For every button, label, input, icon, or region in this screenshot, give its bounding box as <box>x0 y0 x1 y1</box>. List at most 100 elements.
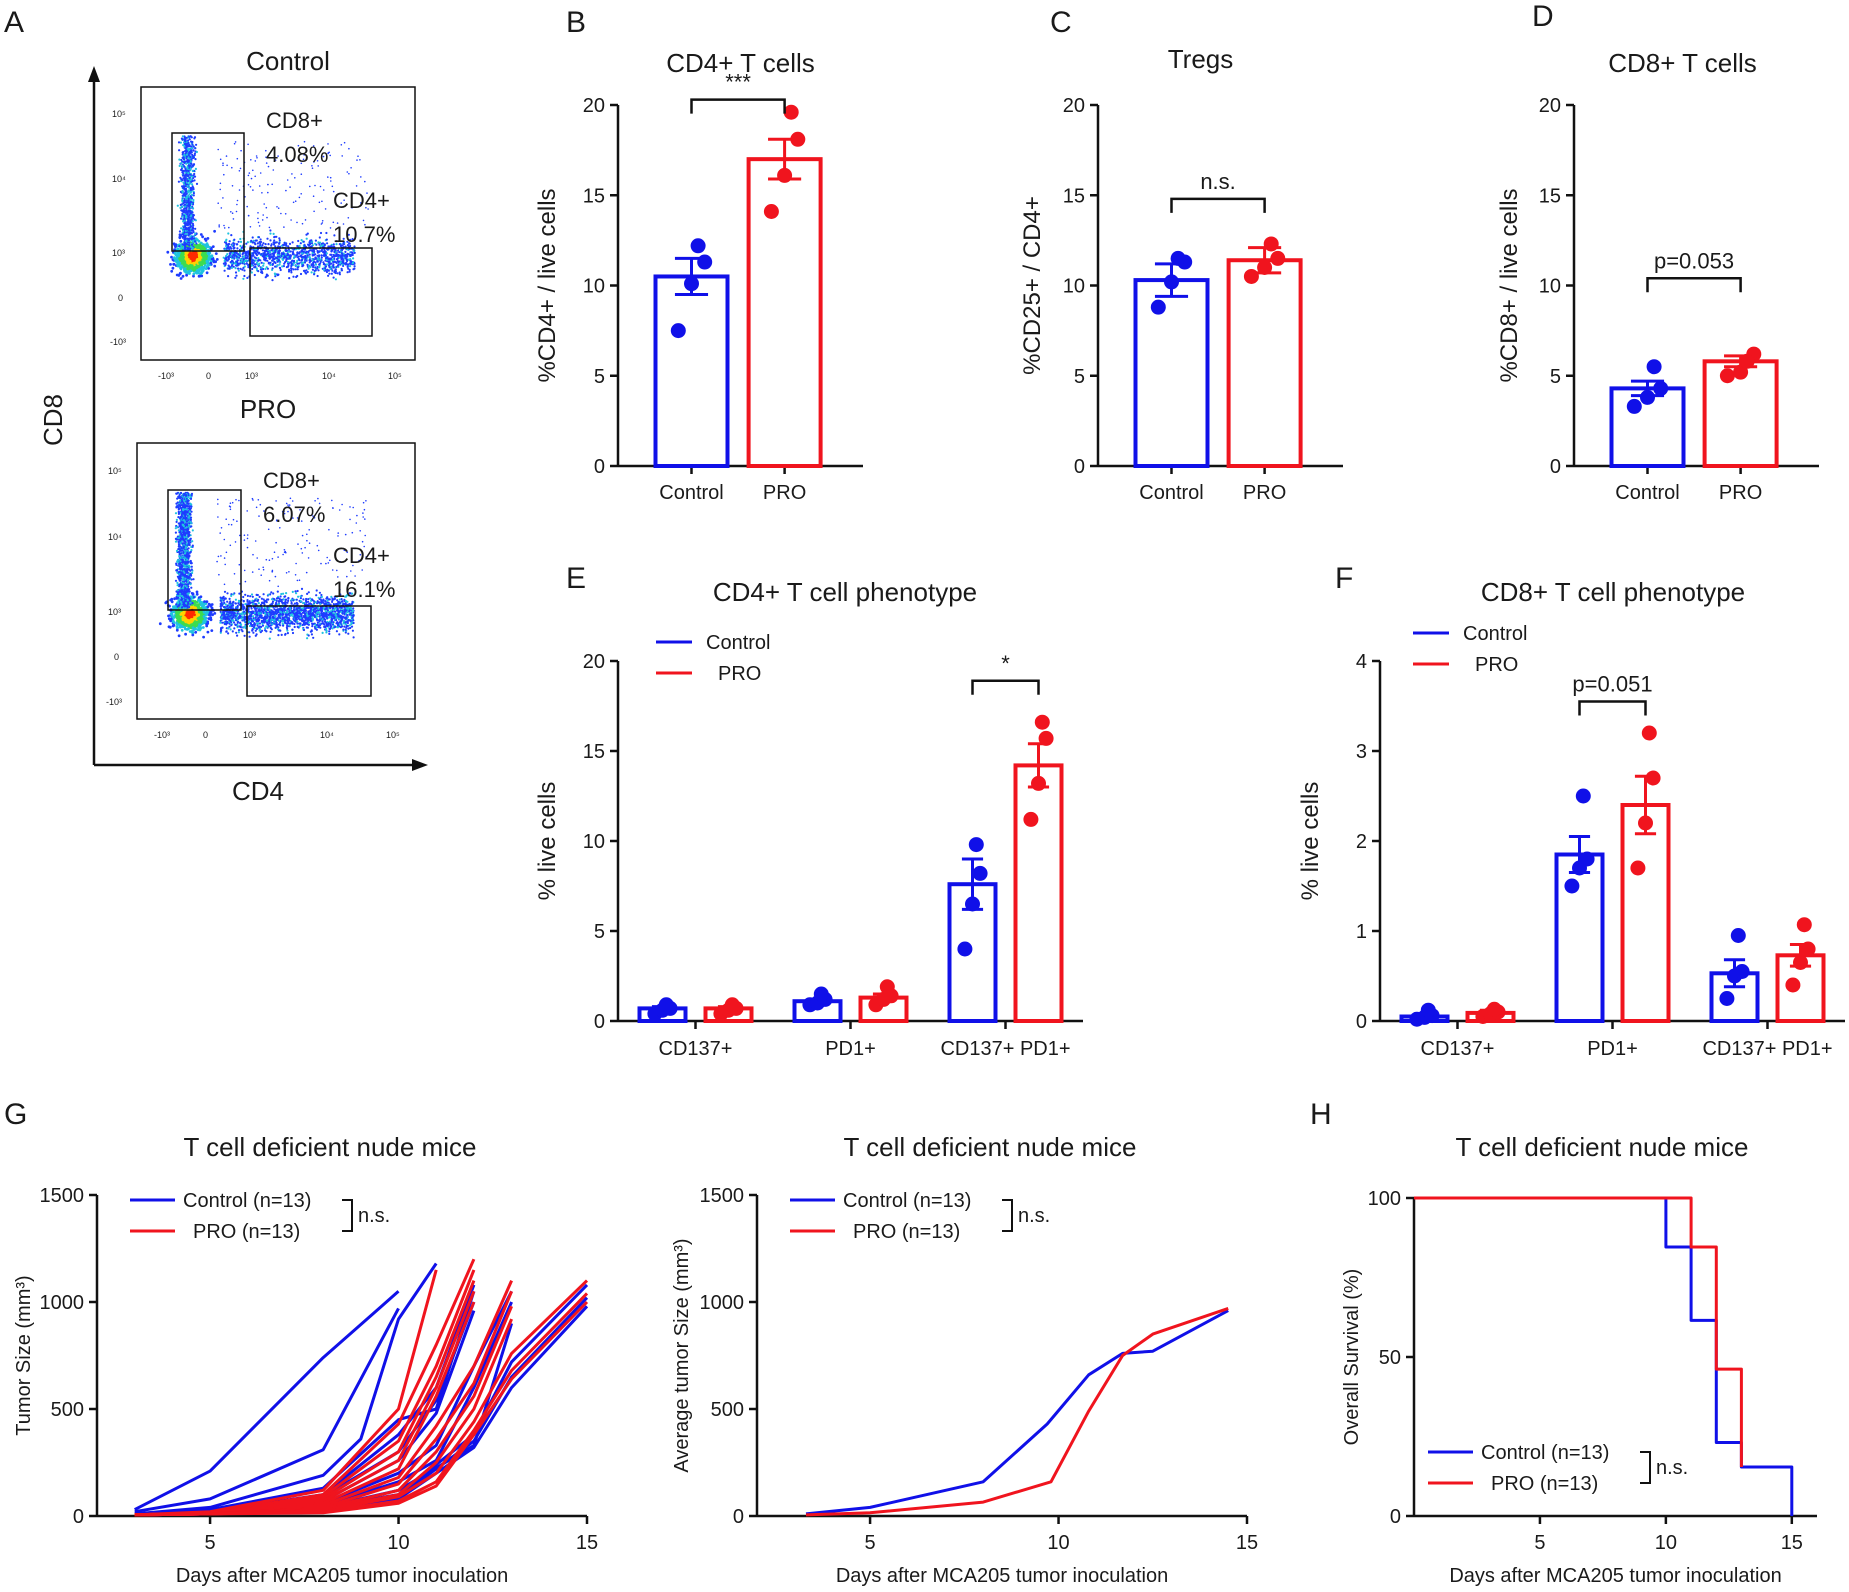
flow-event <box>325 252 328 255</box>
flow-event <box>284 598 288 601</box>
flow-event <box>308 253 311 256</box>
flow-event <box>190 620 193 624</box>
flow-event <box>285 244 288 247</box>
flow-event <box>191 153 194 156</box>
flow-event <box>205 600 209 604</box>
flow-event <box>252 252 255 255</box>
flow-event <box>213 264 217 268</box>
flow-event <box>181 151 184 154</box>
flow-event <box>212 259 216 263</box>
flow-event <box>265 156 267 158</box>
flow-event <box>241 630 244 633</box>
flow-event <box>315 594 318 597</box>
flow-event <box>319 185 322 188</box>
flow-event <box>186 267 190 271</box>
flow-event <box>221 626 224 629</box>
flow-event <box>188 213 191 217</box>
flow-event <box>237 253 240 256</box>
flow-event <box>235 260 238 263</box>
flow-event <box>240 261 243 264</box>
flow-event <box>336 272 339 275</box>
flow-event <box>314 242 317 245</box>
flow-event <box>322 606 325 609</box>
flow-event <box>230 266 233 269</box>
flow-event <box>182 172 185 175</box>
flow-event <box>187 202 191 205</box>
flow-event <box>277 155 279 157</box>
flow-event <box>185 216 188 219</box>
flow-event <box>254 259 257 262</box>
flow-event <box>232 218 235 220</box>
flow-event <box>189 223 192 227</box>
flow-event <box>333 234 336 237</box>
flow-event <box>348 624 351 627</box>
flow-event <box>318 591 321 594</box>
flow-event <box>201 626 205 629</box>
flow-event <box>186 620 190 623</box>
flow-event <box>270 244 273 247</box>
flow-event <box>284 213 287 215</box>
flow-event <box>254 160 257 162</box>
flow-event <box>184 245 187 248</box>
flow-event <box>296 620 299 623</box>
flow-event <box>183 153 186 156</box>
flow-event <box>213 612 217 615</box>
flow-event <box>242 266 245 269</box>
flow-event <box>195 242 198 245</box>
flow-ylabel: CD8 <box>38 394 68 446</box>
flow-event <box>225 247 228 250</box>
flow-event <box>187 204 190 207</box>
flow-event <box>339 250 342 253</box>
flow-event <box>232 247 235 250</box>
flow-event <box>308 241 311 244</box>
flow-event <box>348 270 351 273</box>
flow-event <box>265 273 268 276</box>
flow-event <box>238 254 241 257</box>
flow-event <box>320 244 323 247</box>
flow-ytick: 10³ <box>112 248 125 258</box>
flow-event <box>193 137 196 140</box>
flow-event <box>201 603 205 607</box>
flow-event <box>196 606 200 610</box>
flow-event <box>219 158 222 161</box>
flow-event <box>194 237 198 241</box>
flow-event <box>184 632 188 636</box>
flow-event <box>313 250 316 253</box>
flow-event <box>173 257 176 260</box>
flow-event <box>200 618 204 621</box>
flow-event <box>314 263 318 266</box>
flow-event <box>255 155 258 157</box>
flow-event <box>184 138 187 141</box>
flow-event <box>201 269 205 273</box>
flow-event <box>243 269 246 272</box>
flow-event <box>207 617 211 620</box>
flow-event <box>192 272 196 276</box>
flow-event <box>181 274 185 278</box>
flow-event <box>189 200 192 204</box>
flow-event <box>277 634 280 637</box>
flow-event <box>291 173 293 175</box>
flow-event <box>211 613 215 617</box>
flow-event <box>312 195 315 197</box>
flow-event <box>192 149 195 152</box>
flow-event <box>346 271 349 274</box>
flow-event <box>236 634 239 637</box>
flow-event <box>346 255 349 258</box>
flow-event <box>171 624 175 628</box>
flow-event <box>228 254 231 257</box>
flow-event <box>292 268 295 271</box>
flow-event <box>294 177 296 179</box>
flow-event <box>327 274 330 277</box>
flow-event <box>353 267 356 270</box>
flow-event <box>186 222 189 225</box>
flow-event <box>177 180 180 183</box>
flow-event <box>201 258 205 262</box>
flow-event <box>194 158 197 161</box>
flow-event <box>179 277 183 280</box>
flow-event <box>215 258 219 261</box>
flow-event <box>174 259 178 263</box>
flow-event <box>177 615 181 619</box>
flow-event <box>185 157 188 160</box>
flow-event <box>197 613 201 617</box>
flow-event <box>228 597 231 601</box>
